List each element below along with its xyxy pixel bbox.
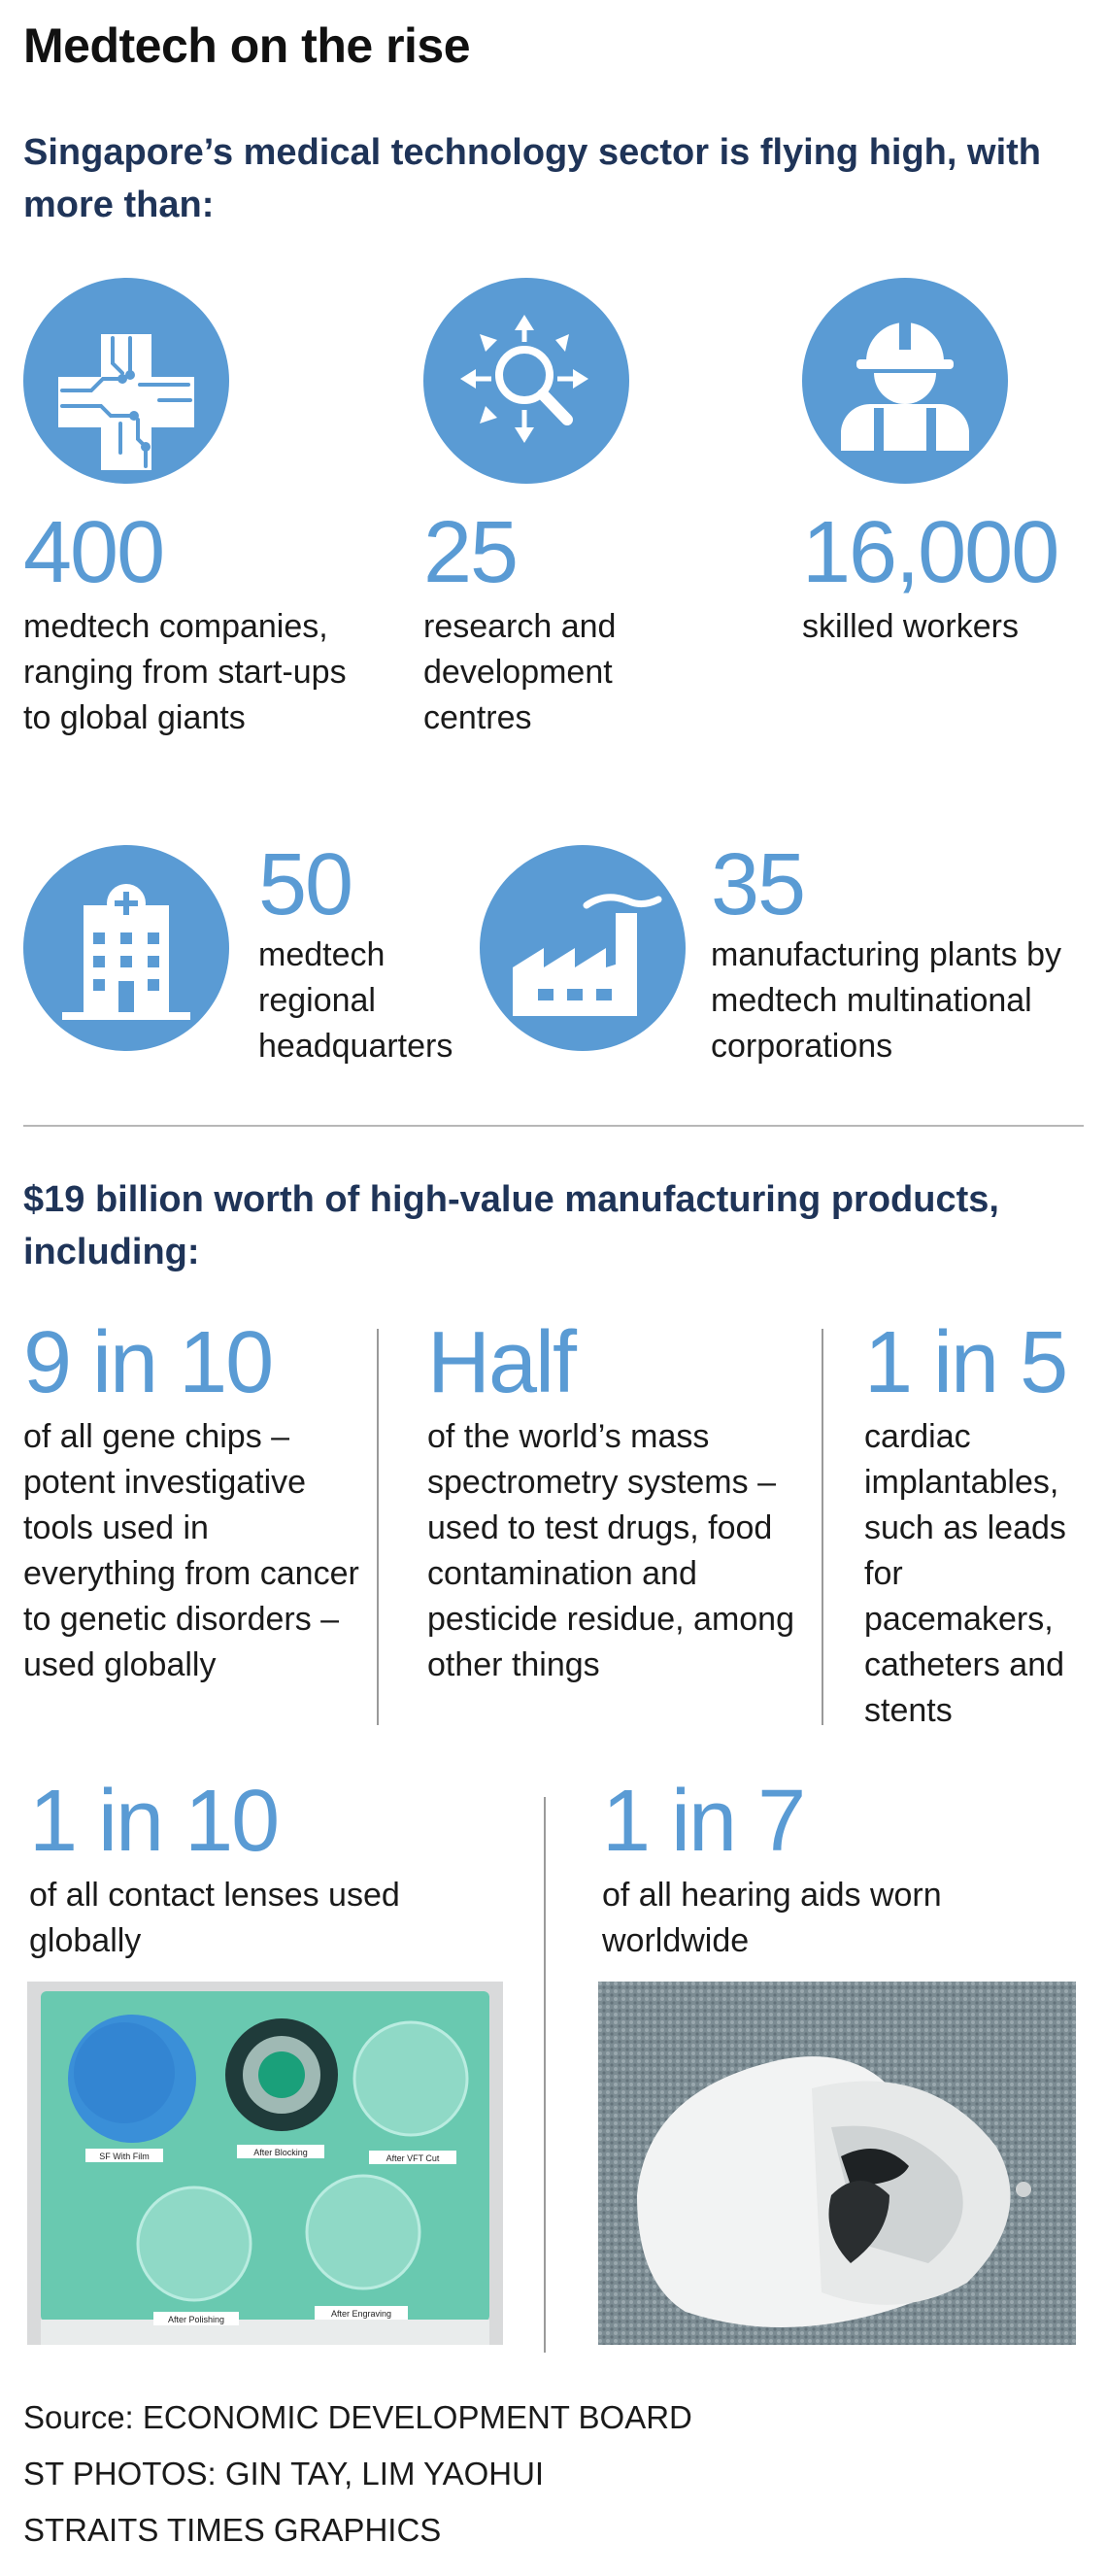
- lens-label-blocking: After Blocking: [253, 2148, 308, 2157]
- product-label-spectrometry: of the world’s mass spectrometry systems…: [427, 1418, 795, 1683]
- stat-value-workers: 16,000: [802, 504, 1059, 601]
- lens-label-film: SF With Film: [99, 2152, 150, 2161]
- lens-label-polishing: After Polishing: [168, 2315, 224, 2324]
- factory-icon: [480, 845, 686, 1051]
- stat-label-companies: medtech companies, ranging from start-up…: [23, 608, 347, 736]
- contact-lens-photo: SF With Film After Blocking After VFT Cu…: [27, 1982, 503, 2345]
- medical-cross-circuit-icon: [23, 278, 229, 484]
- hearing-aid-photo: [598, 1982, 1076, 2345]
- stat-label-rnd-centres: research and development centres: [423, 608, 617, 736]
- stat-value-plants: 35: [711, 836, 806, 933]
- intro-heading: Singapore’s medical technology sector is…: [23, 132, 1041, 225]
- product-label-hearing-aids: of all hearing aids worn worldwide: [602, 1877, 942, 1959]
- product-value-hearing-aids: 1 in 7: [602, 1773, 806, 1870]
- hospital-building-icon: [23, 845, 229, 1051]
- stat-value-companies: 400: [23, 504, 165, 601]
- source-credit: Source: ECONOMIC DEVELOPMENT BOARD: [23, 2399, 692, 2435]
- products-heading: $19 billion worth of high-value manufact…: [23, 1179, 999, 1272]
- graphics-credit: STRAITS TIMES GRAPHICS: [23, 2512, 442, 2548]
- section-divider: [23, 1125, 1084, 1127]
- product-value-cardiac: 1 in 5: [864, 1314, 1068, 1411]
- product-value-gene-chips: 9 in 10: [23, 1314, 274, 1411]
- lens-label-engraving: After Engraving: [331, 2309, 391, 2319]
- product-label-cardiac: cardiac implantables, such as leads for …: [864, 1418, 1066, 1729]
- product-label-gene-chips: of all gene chips – potent investigative…: [23, 1418, 359, 1683]
- product-value-contact-lenses: 1 in 10: [29, 1773, 280, 1870]
- product-label-contact-lenses: of all contact lenses used globally: [29, 1877, 400, 1959]
- column-divider: [377, 1329, 379, 1725]
- column-divider: [822, 1329, 823, 1725]
- photo-credit: ST PHOTOS: GIN TAY, LIM YAOHUI: [23, 2456, 545, 2491]
- column-divider: [544, 1797, 546, 2353]
- stat-value-headquarters: 50: [258, 836, 353, 933]
- lens-label-vft-cut: After VFT Cut: [386, 2153, 440, 2163]
- stat-label-plants: manufacturing plants by medtech multinat…: [711, 936, 1061, 1065]
- worker-hardhat-icon: [802, 278, 1008, 484]
- stat-label-workers: skilled workers: [802, 608, 1019, 645]
- product-value-spectrometry: Half: [427, 1314, 577, 1411]
- research-magnifier-icon: [423, 278, 629, 484]
- page-title: Medtech on the rise: [23, 18, 471, 73]
- stat-label-headquarters: medtech regional headquarters: [258, 936, 453, 1065]
- stat-value-rnd-centres: 25: [423, 504, 519, 601]
